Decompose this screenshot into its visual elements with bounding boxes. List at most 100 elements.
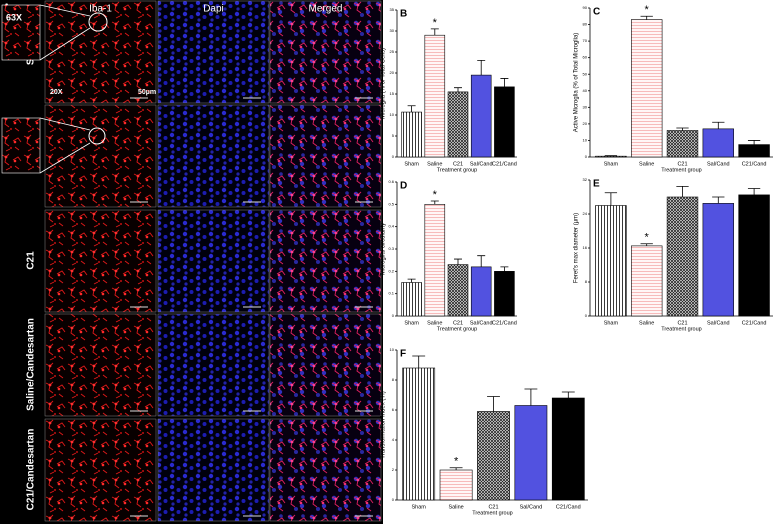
micrograph — [269, 313, 382, 417]
row-label: C21 — [26, 251, 37, 270]
x-tick-label: C21 — [488, 504, 498, 510]
panel-label: B — [400, 9, 407, 20]
x-axis-label: Treatment group — [472, 510, 512, 516]
error-bar — [640, 243, 653, 246]
significance-marker: * — [645, 4, 650, 16]
inset-micrograph — [1, 117, 41, 174]
error-bar — [712, 121, 725, 129]
bar — [470, 266, 492, 317]
bar — [666, 130, 699, 158]
panel-label: C — [593, 7, 600, 18]
bar — [738, 144, 770, 158]
y-tick-label: 0.2 — [388, 268, 394, 273]
x-tick-label: C21 — [453, 320, 463, 326]
micrograph — [44, 104, 157, 208]
bar — [439, 469, 473, 501]
zoom-circle — [88, 12, 108, 32]
error-bar — [500, 266, 509, 272]
y-tick-label: 10 — [390, 347, 395, 352]
y-tick-label: 30 — [390, 28, 395, 33]
scale-bar-label: 50µm — [138, 89, 156, 96]
x-axis-label: Treatment group — [661, 167, 701, 173]
y-tick-label: 0 — [392, 313, 395, 318]
bar — [702, 128, 734, 158]
panel-label: F — [400, 349, 406, 360]
y-axis-label: Microglial circularity — [381, 223, 387, 275]
micrograph — [44, 209, 157, 313]
y-axis-label: Feret's max diameter (µm) — [574, 213, 580, 283]
micrograph — [269, 0, 382, 104]
column-header: Dapi — [203, 4, 224, 15]
error-bar — [561, 391, 575, 398]
x-tick-label: Saline — [448, 504, 463, 510]
bar — [424, 34, 446, 158]
x-tick-label: Saline — [427, 161, 442, 167]
y-tick-label: 35 — [390, 7, 395, 12]
y-tick-label: 0.6 — [388, 179, 394, 184]
x-tick-label: C21/Cand — [742, 320, 767, 326]
x-tick-label: Sal/Cand — [707, 320, 730, 326]
micrograph — [157, 313, 270, 417]
error-bar — [676, 127, 689, 131]
y-tick-label: 2 — [392, 467, 395, 472]
column-header: Merged — [309, 4, 343, 15]
micrograph — [44, 313, 157, 417]
x-tick-label: Sal/Cand — [520, 504, 543, 510]
y-tick-label: 16 — [583, 245, 588, 250]
y-tick-label: 80 — [583, 22, 588, 27]
zoom-line — [39, 4, 91, 17]
x-tick-label: Sham — [604, 161, 619, 167]
zoom-line — [39, 117, 91, 131]
y-axis-label: Microglia (% of Total Cells) — [381, 48, 387, 119]
micrograph — [269, 418, 382, 522]
bar — [702, 203, 734, 317]
x-tick-label: C21/Cand — [742, 161, 767, 167]
zoom-line — [39, 27, 91, 61]
bar — [631, 19, 663, 158]
y-tick-label: 15 — [390, 91, 395, 96]
error-bar — [604, 192, 618, 206]
panel-label: D — [400, 181, 407, 192]
x-tick-label: Sal/Cand — [470, 161, 493, 167]
x-tick-label: C21/Cand — [556, 504, 581, 510]
y-tick-label: 25 — [390, 49, 395, 54]
error-bar — [454, 258, 462, 265]
y-tick-label: 0.4 — [388, 224, 394, 229]
bar — [447, 264, 469, 317]
micrograph — [157, 418, 270, 522]
x-axis-label: Treatment group — [437, 326, 477, 332]
y-tick-label: 30 — [583, 104, 588, 109]
y-tick-label: 4 — [392, 437, 395, 442]
error-bar — [407, 105, 416, 113]
error-bar — [747, 140, 761, 145]
y-tick-label: 5 — [392, 133, 395, 138]
y-tick-label: 0 — [585, 154, 588, 159]
bar — [424, 204, 446, 317]
micrograph — [269, 104, 382, 208]
error-bar — [430, 28, 439, 36]
y-tick-label: 90 — [583, 5, 588, 10]
x-tick-label: C21 — [677, 161, 687, 167]
bar — [401, 111, 422, 158]
x-axis-label: Treatment group — [661, 326, 701, 332]
error-bar — [454, 87, 462, 92]
bar — [514, 405, 548, 501]
bar — [595, 205, 627, 317]
x-tick-label: Sal/Cand — [707, 161, 730, 167]
y-tick-label: 0.1 — [388, 291, 394, 296]
y-tick-label: 8 — [585, 279, 588, 284]
zoom-circle — [88, 127, 106, 145]
micrograph — [44, 418, 157, 522]
inset-magnification: 63X — [6, 12, 22, 22]
x-tick-label: Sal/Cand — [470, 320, 493, 326]
x-tick-label: Sham — [412, 504, 427, 510]
x-tick-label: Sham — [604, 320, 619, 326]
bar — [666, 196, 699, 317]
bar — [595, 155, 627, 158]
bar — [494, 86, 515, 158]
error-bar — [500, 78, 509, 87]
error-bar — [676, 185, 689, 197]
bar — [402, 367, 436, 501]
y-tick-label: 32 — [583, 177, 588, 182]
